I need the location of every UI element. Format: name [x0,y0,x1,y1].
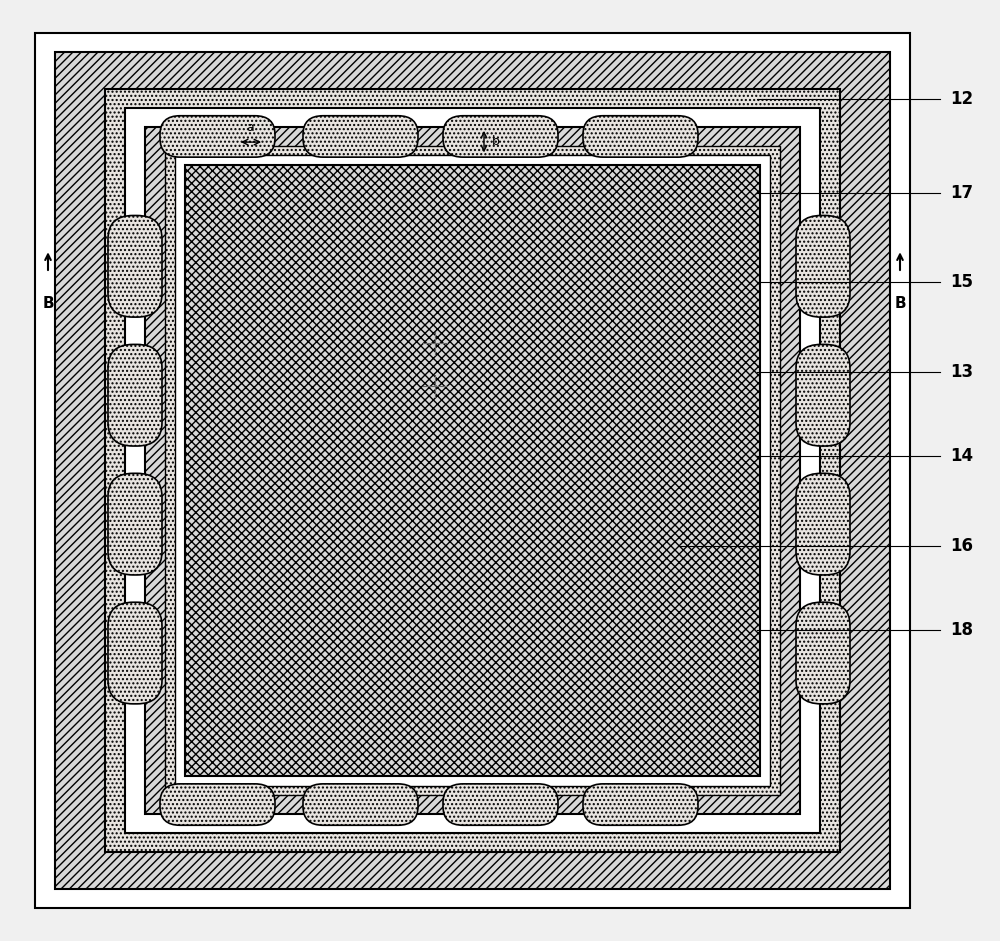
FancyBboxPatch shape [160,116,275,157]
FancyBboxPatch shape [108,344,162,446]
FancyBboxPatch shape [108,215,162,317]
Bar [808,362,838,430]
Bar [185,165,760,776]
Bar [185,122,253,151]
Bar [808,233,838,301]
Bar [120,491,150,559]
FancyBboxPatch shape [303,784,418,825]
Bar [125,108,820,833]
Bar [105,89,840,852]
Text: 16: 16 [950,536,973,555]
Bar [55,52,890,889]
Bar [468,122,536,151]
Bar [120,233,150,301]
Text: B: B [42,296,54,311]
Bar [165,146,780,795]
FancyBboxPatch shape [583,116,698,157]
Bar [808,491,838,559]
Bar [328,790,396,819]
FancyBboxPatch shape [443,784,558,825]
FancyBboxPatch shape [796,215,850,317]
FancyBboxPatch shape [796,473,850,575]
Text: 13: 13 [950,362,973,381]
Bar [808,620,838,688]
Bar [35,33,910,908]
Bar [120,620,150,688]
Text: B: B [894,296,906,311]
FancyBboxPatch shape [583,784,698,825]
Bar [468,790,536,819]
FancyBboxPatch shape [443,116,558,157]
Text: 17: 17 [950,183,973,202]
Bar [120,362,150,430]
Bar [610,122,678,151]
Bar [185,790,253,819]
FancyBboxPatch shape [303,116,418,157]
Text: 18: 18 [950,621,973,640]
Bar [145,127,800,814]
FancyBboxPatch shape [108,602,162,704]
FancyBboxPatch shape [796,344,850,446]
FancyBboxPatch shape [160,784,275,825]
FancyBboxPatch shape [108,473,162,575]
Text: 14: 14 [950,447,973,466]
Text: 12: 12 [950,89,973,108]
Bar [328,122,396,151]
Text: b: b [492,135,500,148]
Bar [175,155,770,786]
Text: a: a [246,120,254,134]
Text: 15: 15 [950,273,973,292]
Bar [610,790,678,819]
FancyBboxPatch shape [796,602,850,704]
